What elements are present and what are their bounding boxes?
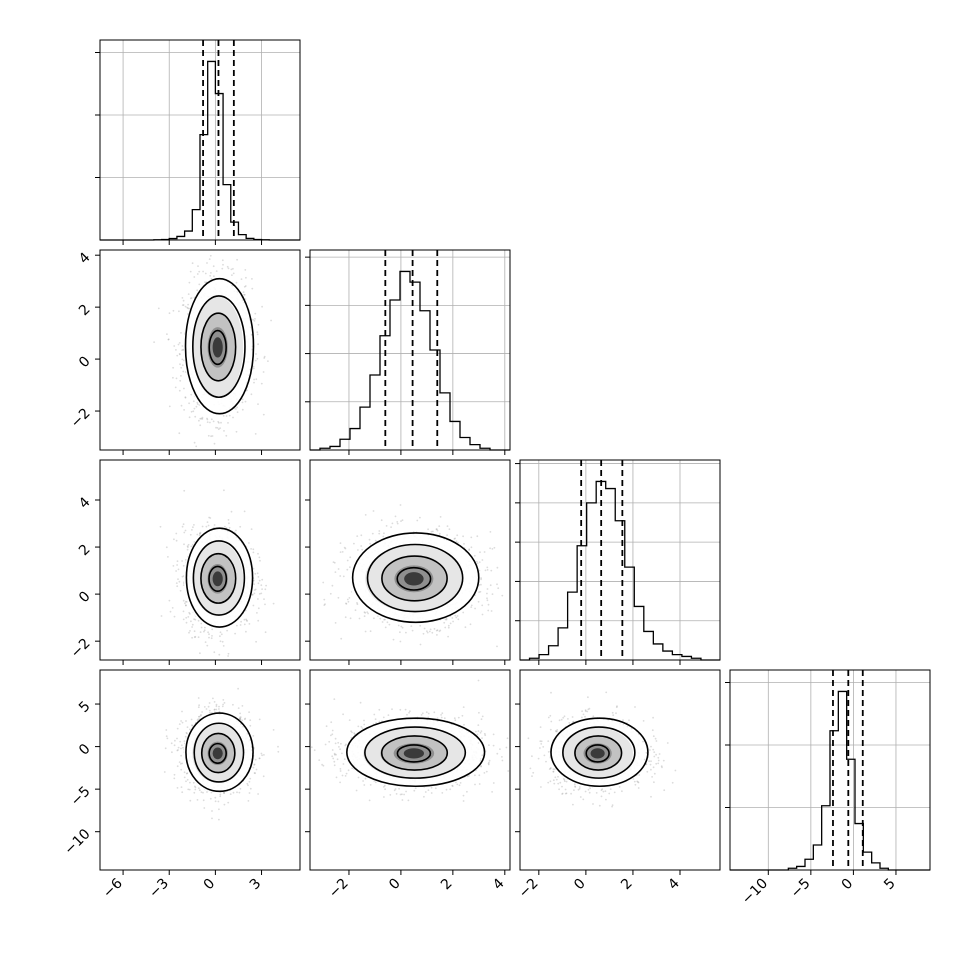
contour-line (550, 717, 649, 788)
density-shade (404, 572, 424, 586)
y-tick-label: 0 (76, 353, 94, 371)
contour-line (562, 726, 636, 779)
histogram-panel-1 (95, 39, 301, 245)
x-tick-label: −2 (326, 876, 352, 902)
density-shade (212, 571, 223, 587)
density-panel-1-4 (95, 669, 301, 875)
y-tick-label: −5 (68, 783, 94, 809)
x-tick-label: −5 (788, 876, 814, 902)
y-tick-label: 0 (76, 588, 94, 606)
x-tick-label: −6 (100, 875, 126, 901)
histogram-panel-3 (515, 459, 721, 665)
panel-frame (729, 669, 931, 871)
panel-frame (519, 669, 721, 871)
histogram-step (730, 690, 930, 871)
panel-frame (99, 39, 301, 241)
contour-line (366, 543, 464, 613)
density-panel-3-4 (515, 669, 721, 875)
contour-line (184, 277, 255, 415)
contour-line (208, 742, 227, 764)
contour-line (185, 712, 254, 793)
contour-line (396, 566, 432, 591)
x-tick-label: 2 (618, 876, 636, 894)
panel-frame (309, 249, 511, 451)
y-tick-label: 5 (76, 698, 94, 716)
histogram-panel-4 (725, 669, 931, 875)
contour-line (200, 312, 237, 382)
density-shade (403, 748, 425, 759)
x-tick-label: −2 (516, 876, 542, 902)
x-tick-label: 0 (201, 876, 219, 894)
x-tick-label: 0 (839, 876, 857, 894)
contour-line (208, 329, 227, 366)
y-tick-label: 2 (76, 541, 94, 559)
contour-line (396, 744, 432, 763)
panel-frame (99, 249, 301, 451)
histogram-panel-2 (305, 249, 511, 455)
contour-line (380, 735, 449, 771)
panel-frame (519, 459, 721, 661)
panel-frame (309, 459, 511, 661)
x-tick-label: 0 (386, 876, 404, 894)
contour-line (200, 732, 236, 774)
density-shade (212, 747, 223, 760)
y-tick-label: −2 (68, 405, 94, 431)
contour-line (192, 540, 246, 616)
x-tick-label: −3 (146, 876, 172, 902)
y-tick-label: 4 (76, 494, 94, 512)
y-tick-label: 4 (76, 249, 94, 267)
contour-line (193, 722, 245, 783)
density-panel-1-2 (95, 249, 301, 455)
x-tick-label: 3 (247, 876, 265, 894)
contour-line (200, 552, 237, 604)
x-tick-label: 5 (881, 876, 899, 894)
contour-line (574, 735, 623, 771)
panel-frame (99, 669, 301, 871)
contour-line (192, 295, 246, 399)
y-tick-label: 2 (76, 301, 94, 319)
contour-line (364, 726, 467, 779)
x-tick-label: 0 (571, 876, 589, 894)
histogram-step (520, 480, 720, 661)
x-tick-label: 4 (665, 875, 683, 893)
panel-frame (99, 459, 301, 661)
panel-frame (309, 669, 511, 871)
contour-line (208, 565, 228, 592)
density-panel-2-4 (305, 669, 511, 875)
density-shade (590, 748, 605, 759)
x-tick-label: 2 (438, 876, 456, 894)
contour-line (185, 527, 254, 628)
contour-line (585, 744, 610, 763)
density-panel-1-3 (95, 459, 301, 665)
contour-line (351, 532, 480, 624)
histogram-step (310, 270, 510, 451)
histogram-step (100, 60, 300, 241)
x-tick-label: −10 (739, 876, 771, 908)
density-shade (212, 337, 223, 358)
contour-line (346, 717, 486, 788)
density-panel-2-3 (305, 459, 511, 665)
y-tick-label: −10 (61, 826, 93, 858)
contour-line (381, 555, 448, 602)
x-tick-label: 4 (490, 875, 508, 893)
y-tick-label: −2 (68, 636, 94, 662)
y-tick-label: 0 (76, 741, 94, 759)
